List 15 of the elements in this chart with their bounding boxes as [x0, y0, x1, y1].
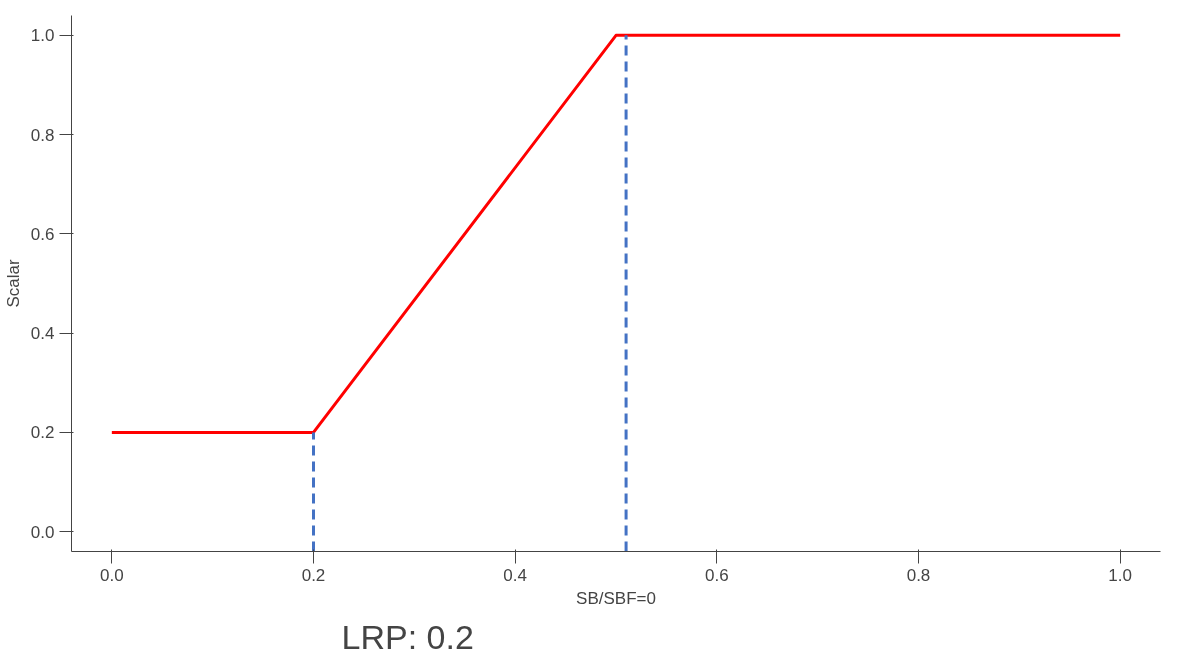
x-tick-label: 0.8 [906, 565, 931, 585]
y-tick-label: 0.4 [30, 324, 55, 344]
y-tick-label: 0.6 [30, 224, 55, 244]
y-tick-label: 1.0 [30, 26, 55, 46]
x-tick-label: 0.6 [705, 565, 729, 585]
x-tick-label: 0.4 [503, 565, 527, 585]
x-axis-title: SB/SBF=0 [576, 588, 656, 608]
y-tick-label: 0.2 [30, 423, 55, 443]
y-tick-label: 0.0 [30, 522, 55, 542]
x-tick-label: 0.2 [301, 565, 326, 585]
x-tick-label: 0.0 [100, 565, 124, 585]
y-axis-title: Scalar [3, 259, 23, 308]
x-tick-label: 1.0 [1108, 565, 1132, 585]
text: LRP: 0.2 [341, 617, 474, 656]
y-tick-label: 0.8 [30, 125, 55, 145]
